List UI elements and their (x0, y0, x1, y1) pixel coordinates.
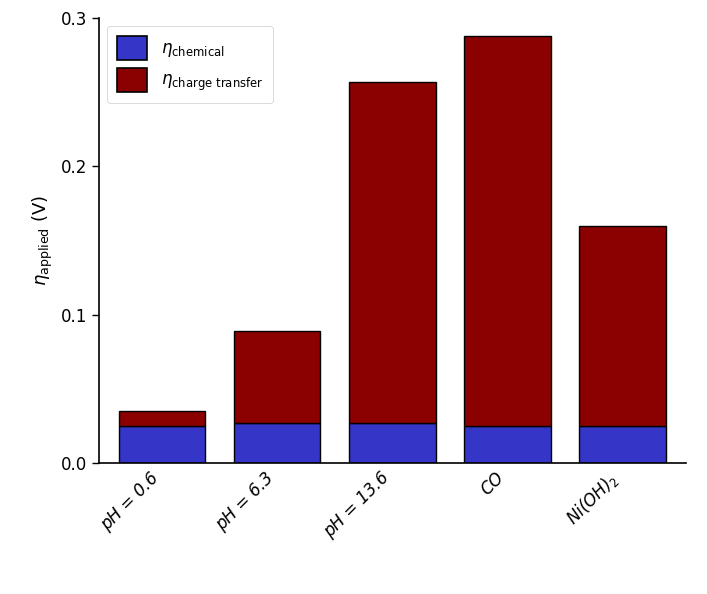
Bar (119, 412, 206, 426)
Bar (234, 424, 320, 463)
Y-axis label: $\eta_{\mathrm{applied}}$ (V): $\eta_{\mathrm{applied}}$ (V) (31, 195, 55, 286)
Bar (349, 424, 436, 463)
Bar (579, 226, 666, 426)
Bar (464, 36, 551, 426)
Bar (464, 426, 551, 463)
Bar (349, 81, 436, 424)
Bar (119, 426, 206, 463)
Bar (234, 331, 320, 424)
Legend: $\eta_{\mathrm{chemical}}$, $\eta_{\mathrm{charge\ transfer}}$: $\eta_{\mathrm{chemical}}$, $\eta_{\math… (107, 26, 273, 103)
Bar (579, 426, 666, 463)
